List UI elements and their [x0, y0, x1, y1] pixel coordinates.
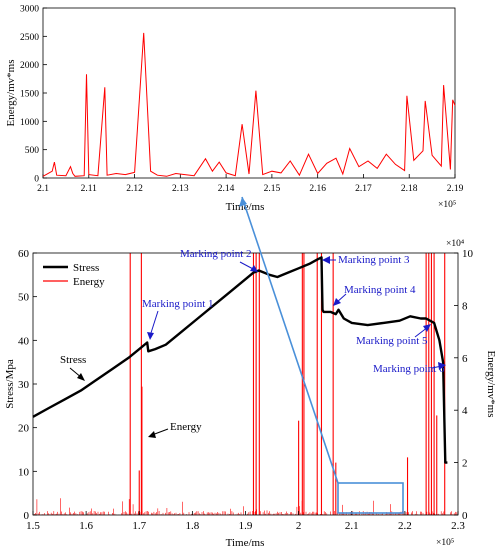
inset-xtick-label: 2.12 — [126, 184, 143, 194]
main-ytick-left-label: 10 — [18, 466, 30, 478]
inset-xtick-label: 2.18 — [401, 184, 418, 194]
main-xtick-label: 2.3 — [451, 520, 465, 532]
inset-chart: 2.1 2.11 2.12 2.13 2.14 2.15 2.16 2.17 2.18 2.19 0… — [5, 5, 464, 214]
inset-xtick-label: 2.1 — [37, 184, 49, 194]
marking-point-6-arrowhead — [438, 362, 446, 370]
marking-point-3-arrowhead — [322, 256, 330, 264]
main-xlabel: Time/ms — [226, 537, 265, 549]
main-xtick-label: 2.1 — [345, 520, 359, 532]
marking-point-2-label: Marking point 2 — [180, 248, 252, 260]
main-ytick-right-label: 8 — [462, 300, 468, 312]
main-xtick-label: 1.6 — [79, 520, 93, 532]
main-x-multiplier: ×10⁵ — [436, 538, 454, 548]
main-ytick-left-label: 40 — [18, 335, 30, 347]
main-xtick-label: 1.7 — [132, 520, 146, 532]
main-right-multiplier: ×10⁴ — [446, 239, 465, 249]
main-ytick-right-label: 10 — [462, 248, 474, 260]
stress-curve-label: Stress — [60, 354, 86, 366]
inset-xtick-label: 2.13 — [172, 184, 189, 194]
stress-line — [32, 256, 448, 464]
main-ytick-left-label: 50 — [18, 292, 30, 304]
inset-ytick-label: 2000 — [20, 61, 39, 71]
main-xtick-label: 1.8 — [186, 520, 200, 532]
legend-energy-label: Energy — [73, 276, 105, 288]
marking-point-5-label: Marking point 5 — [356, 335, 428, 347]
energy-curve-label: Energy — [170, 421, 202, 433]
main-ytick-right-label: 2 — [462, 458, 468, 470]
inset-ytick-label: 1000 — [20, 118, 39, 128]
zoom-connector-line — [241, 196, 339, 484]
inset-x-multiplier: ×10⁵ — [438, 200, 456, 210]
legend: Stress Energy — [43, 262, 105, 288]
marking-point-1-arrow — [149, 310, 159, 337]
zoom-connector-arrowhead — [239, 197, 247, 207]
main-ytick-left-label: 60 — [18, 248, 30, 260]
inset-ylabel: Energy/mv*ms — [5, 59, 17, 126]
energy-curve-arrowhead — [148, 431, 156, 438]
main-ylabel-right: Energy/mv*ms — [485, 350, 495, 417]
inset-ytick-label: 2500 — [20, 33, 39, 43]
inset-xtick-label: 2.15 — [264, 184, 281, 194]
marking-point-5-arrowhead — [423, 324, 431, 332]
main-ytick-right-label: 6 — [462, 353, 468, 365]
marking-point-2-arrowhead — [250, 265, 258, 272]
main-ylabel-left: Stress/Mpa — [4, 359, 16, 409]
inset-energy-line — [42, 32, 456, 177]
inset-ytick-label: 3000 — [20, 5, 39, 15]
inset-ytick-label: 1500 — [20, 90, 39, 100]
marking-point-1-arrowhead — [147, 332, 154, 340]
stress-curve-arrowhead — [77, 373, 85, 381]
inset-ytick-label: 0 — [34, 175, 39, 185]
main-ytick-left-label: 20 — [18, 423, 30, 435]
inset-xtick-label: 2.14 — [218, 184, 235, 194]
inset-xtick-label: 2.16 — [309, 184, 326, 194]
inset-xtick-label: 2.19 — [447, 184, 464, 194]
main-chart: 1.5 1.6 1.7 1.8 1.9 2 2.1 2.2 2.3010203040506002… — [4, 196, 495, 549]
marking-point-4-label: Marking point 4 — [344, 284, 416, 296]
marking-point-1-label: Marking point 1 — [142, 298, 214, 310]
marking-point-3-label: Marking point 3 — [338, 254, 410, 266]
main-xtick-label: 2.2 — [398, 520, 412, 532]
legend-stress-label: Stress — [73, 262, 99, 274]
marking-point-4-arrowhead — [333, 298, 341, 306]
main-ytick-left-label: 30 — [18, 379, 30, 391]
main-xtick-label: 1.5 — [26, 520, 40, 532]
main-ytick-left-label: 0 — [24, 510, 30, 522]
main-ytick-right-label: 4 — [462, 405, 468, 417]
main-ytick-right-label: 0 — [462, 510, 468, 522]
zoom-region-box — [337, 482, 404, 514]
inset-ytick-label: 500 — [25, 146, 40, 156]
main-xtick-label: 1.9 — [239, 520, 253, 532]
inset-xtick-label: 2.17 — [355, 184, 372, 194]
main-xtick-label: 2 — [296, 520, 302, 532]
inset-xtick-label: 2.11 — [81, 184, 98, 194]
marking-point-6-label: Marking point 6 — [373, 363, 445, 375]
